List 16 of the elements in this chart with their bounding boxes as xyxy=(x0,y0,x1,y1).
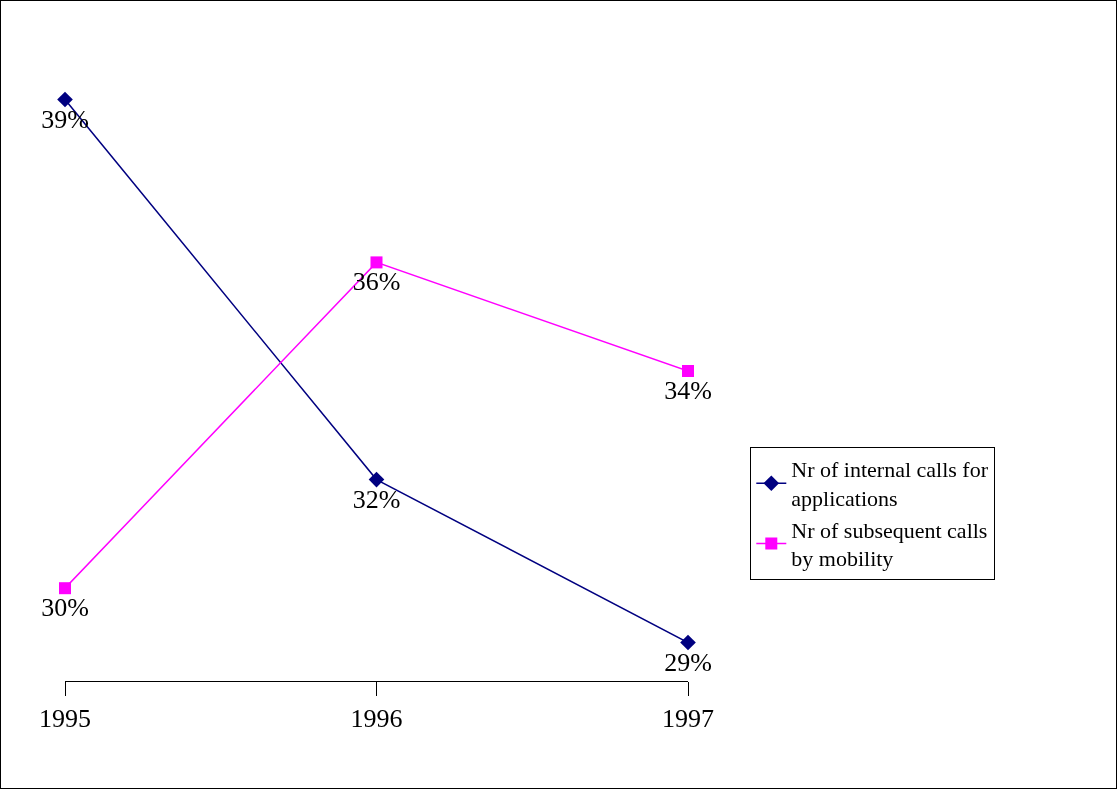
data-label: 29% xyxy=(664,647,712,677)
data-label: 36% xyxy=(352,267,401,297)
data-label: 32% xyxy=(352,484,401,514)
data-label: 30% xyxy=(41,593,89,623)
legend-label: Nr of internal calls for applications xyxy=(791,457,989,512)
x-tick-label: 1996 xyxy=(350,704,403,734)
data-label: 34% xyxy=(664,376,712,405)
point xyxy=(680,634,696,651)
point xyxy=(368,471,385,488)
point xyxy=(57,91,73,108)
point xyxy=(682,365,694,377)
x-tick-label: 1997 xyxy=(662,704,714,734)
legend-label: Nr of subsequent calls by mobility xyxy=(791,517,988,572)
point xyxy=(370,256,383,269)
point xyxy=(59,582,71,595)
x-tick-label: 1995 xyxy=(39,704,91,734)
